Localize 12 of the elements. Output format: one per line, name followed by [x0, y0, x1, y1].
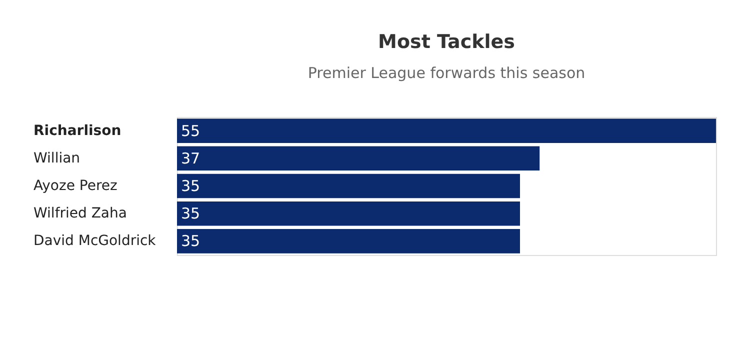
data-label: 35 — [181, 232, 200, 250]
y-tick-label: Willian — [34, 150, 80, 166]
data-label: 55 — [181, 122, 200, 140]
y-tick-label: Richarlison — [34, 122, 122, 139]
data-label: 35 — [181, 177, 200, 195]
y-tick-label: David McGoldrick — [34, 233, 157, 250]
chart-title: Most Tackles — [378, 31, 515, 53]
y-tick-label: Wilfried Zaha — [34, 206, 127, 222]
data-label: 37 — [181, 149, 200, 168]
chart-subtitle: Premier League forwards this season — [308, 64, 586, 82]
y-tick-label: Ayoze Perez — [34, 178, 118, 194]
data-label: 35 — [181, 204, 200, 223]
